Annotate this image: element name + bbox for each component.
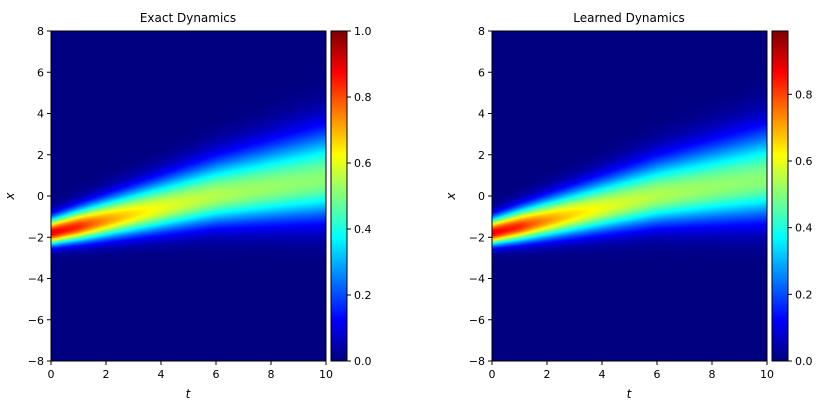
colorbar-frame xyxy=(771,30,789,362)
y-tick-label: 6 xyxy=(478,66,485,79)
colorbar-tick-label: 0.4 xyxy=(795,222,813,235)
x-tick-label: 4 xyxy=(158,368,165,381)
colorbar-tick-label: 0.8 xyxy=(354,91,372,104)
x-tick-label: 8 xyxy=(709,368,716,381)
x-tick-label: 4 xyxy=(599,368,606,381)
y-tick-label: −6 xyxy=(28,314,44,327)
colorbar-tick-label: 0.0 xyxy=(795,355,813,368)
colorbar-tick-label: 0.6 xyxy=(354,157,372,170)
colorbar-image xyxy=(772,31,788,361)
y-axis-ticks: −8 −6 −4 −2 0 2 4 6 8 xyxy=(28,25,51,368)
colorbar-tick-label: 0.6 xyxy=(795,155,813,168)
x-axis-ticks: 0 2 4 6 8 10 xyxy=(489,361,774,381)
y-tick-label: 6 xyxy=(37,66,44,79)
y-tick-label: −4 xyxy=(28,273,44,286)
colorbar-frame xyxy=(330,30,348,362)
heatmap-image xyxy=(492,31,767,361)
panel-learned: Learned Dynamics 0 2 4 6 8 10 −8 −6 −4 −2 0 2 4 6 8 t… xyxy=(444,11,813,401)
x-axis-ticks: 0 2 4 6 8 10 xyxy=(48,361,333,381)
x-axis-label: t xyxy=(627,387,633,401)
colorbar-tick-label: 0.4 xyxy=(354,223,372,236)
y-axis-label: x xyxy=(3,192,17,201)
y-tick-label: −4 xyxy=(469,273,485,286)
panel-title: Exact Dynamics xyxy=(140,11,236,25)
colorbar-tick-label: 0.2 xyxy=(795,288,813,301)
y-tick-label: 4 xyxy=(37,108,44,121)
x-tick-label: 10 xyxy=(319,368,333,381)
y-tick-label: −2 xyxy=(469,231,485,244)
x-tick-label: 0 xyxy=(48,368,55,381)
colorbar: 0.0 0.2 0.4 0.6 0.8 1.0 xyxy=(330,25,372,368)
y-tick-label: −8 xyxy=(469,355,485,368)
colorbar-ticks: 0.0 0.2 0.4 0.6 0.8 1.0 xyxy=(347,25,372,368)
heatmap-field xyxy=(491,30,768,362)
colorbar-tick-label: 0.2 xyxy=(354,289,372,302)
x-tick-label: 0 xyxy=(489,368,496,381)
y-tick-label: −8 xyxy=(28,355,44,368)
y-tick-label: 0 xyxy=(37,190,44,203)
x-tick-label: 10 xyxy=(760,368,774,381)
heatmap-field xyxy=(50,30,327,362)
y-axis-label: x xyxy=(444,192,458,201)
colorbar: 0.0 0.2 0.4 0.6 0.8 xyxy=(771,30,813,368)
colorbar-tick-label: 0.8 xyxy=(795,88,813,101)
x-tick-label: 6 xyxy=(654,368,661,381)
y-tick-label: 8 xyxy=(478,25,485,38)
x-tick-label: 2 xyxy=(103,368,110,381)
y-tick-label: −2 xyxy=(28,231,44,244)
panel-exact: Exact Dynamics 0 2 4 6 8 10 −8 −6 −4 −2 0 2 4 6 8 t x… xyxy=(3,11,372,401)
colorbar-tick-label: 0.0 xyxy=(354,355,372,368)
panel-title: Learned Dynamics xyxy=(573,11,685,25)
x-tick-label: 6 xyxy=(213,368,220,381)
y-tick-label: −6 xyxy=(469,314,485,327)
y-tick-label: 2 xyxy=(37,149,44,162)
x-axis-label: t xyxy=(186,387,192,401)
y-tick-label: 2 xyxy=(478,149,485,162)
colorbar-ticks: 0.0 0.2 0.4 0.6 0.8 xyxy=(788,88,813,368)
colorbar-image xyxy=(331,31,347,361)
y-tick-label: 8 xyxy=(37,25,44,38)
heatmap-image xyxy=(51,31,326,361)
x-tick-label: 2 xyxy=(544,368,551,381)
y-axis-ticks: −8 −6 −4 −2 0 2 4 6 8 xyxy=(469,25,492,368)
y-tick-label: 0 xyxy=(478,190,485,203)
x-tick-label: 8 xyxy=(268,368,275,381)
colorbar-tick-label: 1.0 xyxy=(354,25,372,38)
y-tick-label: 4 xyxy=(478,108,485,121)
